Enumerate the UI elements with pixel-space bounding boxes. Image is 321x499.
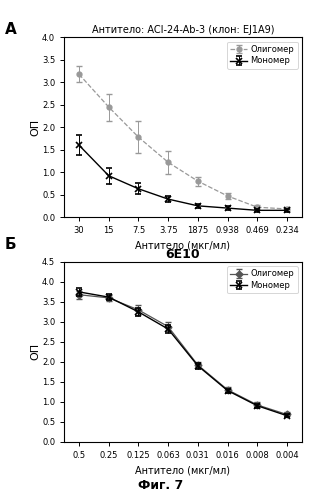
X-axis label: Антитело (мкг/мл): Антитело (мкг/мл) — [135, 465, 230, 475]
Text: А: А — [5, 22, 17, 37]
Title: 6E10: 6E10 — [166, 248, 200, 261]
X-axis label: Антитело (мкг/мл): Антитело (мкг/мл) — [135, 241, 230, 250]
Y-axis label: ОП: ОП — [30, 119, 40, 136]
Y-axis label: ОП: ОП — [30, 343, 40, 360]
Text: Б: Б — [5, 237, 16, 252]
Legend: Олигомер, Мономер: Олигомер, Мономер — [227, 41, 298, 69]
Legend: Олигомер, Мономер: Олигомер, Мономер — [227, 266, 298, 293]
Text: Фиг. 7: Фиг. 7 — [138, 479, 183, 492]
Title: Антитело: ACI-24-Ab-3 (клон: EJ1A9): Антитело: ACI-24-Ab-3 (клон: EJ1A9) — [92, 25, 274, 35]
